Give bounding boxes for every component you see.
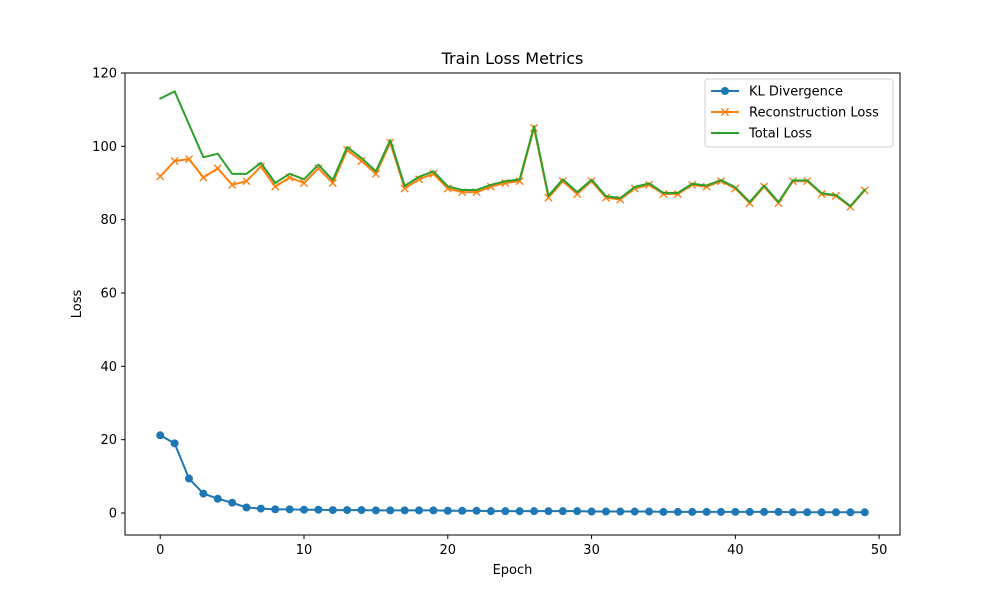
data-point-reconstruction-loss: [228, 180, 237, 189]
data-point-kl-divergence: [659, 507, 668, 516]
legend: KL Divergence Reconstruction Loss Total Lo…: [704, 78, 894, 148]
y-tick-label: 100: [92, 140, 117, 155]
data-point-kl-divergence: [343, 506, 352, 515]
data-point-kl-divergence: [788, 508, 797, 517]
data-point-reconstruction-loss: [371, 169, 380, 178]
data-point-kl-divergence: [774, 507, 783, 516]
y-tick-label: 60: [100, 287, 117, 302]
data-point-kl-divergence: [271, 505, 280, 514]
y-tick-label: 20: [100, 433, 117, 448]
x-tick-label: 0: [156, 543, 164, 558]
data-point-kl-divergence: [300, 505, 309, 514]
x-tick-label: 20: [440, 543, 457, 558]
legend-marker-kl-divergence: [721, 87, 729, 95]
data-point-kl-divergence: [371, 506, 380, 515]
data-point-kl-divergence: [314, 505, 323, 514]
data-point-kl-divergence: [443, 506, 452, 515]
y-tick-label: 80: [100, 213, 117, 228]
legend-label-reconstruction-loss: Reconstruction Loss: [749, 106, 879, 121]
data-point-reconstruction-loss: [242, 177, 251, 186]
data-point-kl-divergence: [386, 506, 395, 515]
data-point-kl-divergence: [832, 508, 841, 517]
data-point-kl-divergence: [558, 507, 567, 516]
data-point-kl-divergence: [400, 506, 409, 515]
data-point-reconstruction-loss: [213, 164, 222, 173]
y-tick-label: 0: [109, 507, 117, 522]
data-point-kl-divergence: [803, 508, 812, 517]
legend-label-total-loss: Total Loss: [748, 127, 812, 142]
data-point-reconstruction-loss: [199, 173, 208, 182]
plot-frame: [124, 72, 901, 536]
data-point-kl-divergence: [170, 439, 179, 448]
data-point-kl-divergence: [645, 507, 654, 516]
data-point-kl-divergence: [357, 506, 366, 515]
data-point-kl-divergence: [256, 504, 265, 513]
data-point-reconstruction-loss: [357, 156, 366, 166]
data-point-reconstruction-loss: [414, 175, 424, 184]
data-point-reconstruction-loss: [299, 178, 309, 188]
data-point-kl-divergence: [731, 507, 740, 516]
data-point-kl-divergence: [587, 507, 596, 516]
data-point-kl-divergence: [213, 494, 222, 503]
data-point-kl-divergence: [228, 498, 237, 507]
data-point-kl-divergence: [242, 503, 251, 512]
plot-area: 0 10 20 30 40 50 0 20 40 60 80 100 120: [92, 67, 901, 558]
data-point-kl-divergence: [458, 506, 467, 515]
data-point-kl-divergence: [860, 508, 869, 517]
x-tick-label: 30: [583, 543, 600, 558]
data-point-kl-divergence: [472, 506, 481, 515]
data-point-kl-divergence: [702, 507, 711, 516]
x-tick-label: 50: [871, 543, 888, 558]
data-point-kl-divergence: [285, 505, 294, 514]
data-point-reconstruction-loss: [156, 172, 165, 181]
y-tick-label: 40: [100, 360, 117, 375]
series-line-total-loss: [159, 90, 866, 208]
y-axis-label: Loss: [70, 290, 85, 319]
data-point-reconstruction-loss: [544, 193, 553, 202]
data-point-reconstruction-loss: [271, 182, 280, 191]
data-point-kl-divergence: [673, 507, 682, 516]
data-point-kl-divergence: [199, 489, 208, 498]
legend-box: [704, 78, 894, 148]
x-tick-label: 40: [727, 543, 744, 558]
data-point-kl-divergence: [486, 507, 495, 516]
y-tick-label: 120: [92, 67, 117, 82]
data-point-kl-divergence: [716, 507, 725, 516]
data-point-kl-divergence: [817, 508, 826, 517]
data-point-reconstruction-loss: [328, 178, 337, 188]
data-point-kl-divergence: [601, 507, 610, 516]
data-point-kl-divergence: [328, 506, 337, 515]
legend-marker-reconstruction-loss: [720, 107, 730, 117]
data-point-kl-divergence: [530, 507, 539, 516]
data-point-reconstruction-loss: [645, 180, 654, 189]
data-point-kl-divergence: [760, 507, 769, 516]
data-point-reconstruction-loss: [184, 155, 194, 164]
chart-title: Train Loss Metrics: [441, 49, 584, 68]
data-point-kl-divergence: [415, 506, 424, 515]
legend-label-kl-divergence: KL Divergence: [749, 85, 843, 100]
x-tick-label: 10: [296, 543, 313, 558]
data-point-kl-divergence: [515, 507, 524, 516]
x-axis-label: Epoch: [493, 563, 533, 578]
data-point-reconstruction-loss: [400, 184, 409, 193]
data-point-kl-divergence: [688, 507, 697, 516]
data-point-reconstruction-loss: [601, 193, 611, 202]
data-point-kl-divergence: [184, 474, 193, 483]
data-point-reconstruction-loss: [573, 189, 582, 199]
data-point-kl-divergence: [429, 506, 438, 515]
data-point-kl-divergence: [573, 507, 582, 516]
data-point-kl-divergence: [630, 507, 639, 516]
data-point-kl-divergence: [745, 507, 754, 516]
data-point-reconstruction-loss: [170, 156, 179, 166]
data-point-kl-divergence: [846, 508, 855, 517]
data-point-kl-divergence: [156, 431, 165, 440]
data-point-kl-divergence: [501, 507, 510, 516]
data-point-kl-divergence: [616, 507, 625, 516]
data-point-kl-divergence: [544, 507, 553, 516]
